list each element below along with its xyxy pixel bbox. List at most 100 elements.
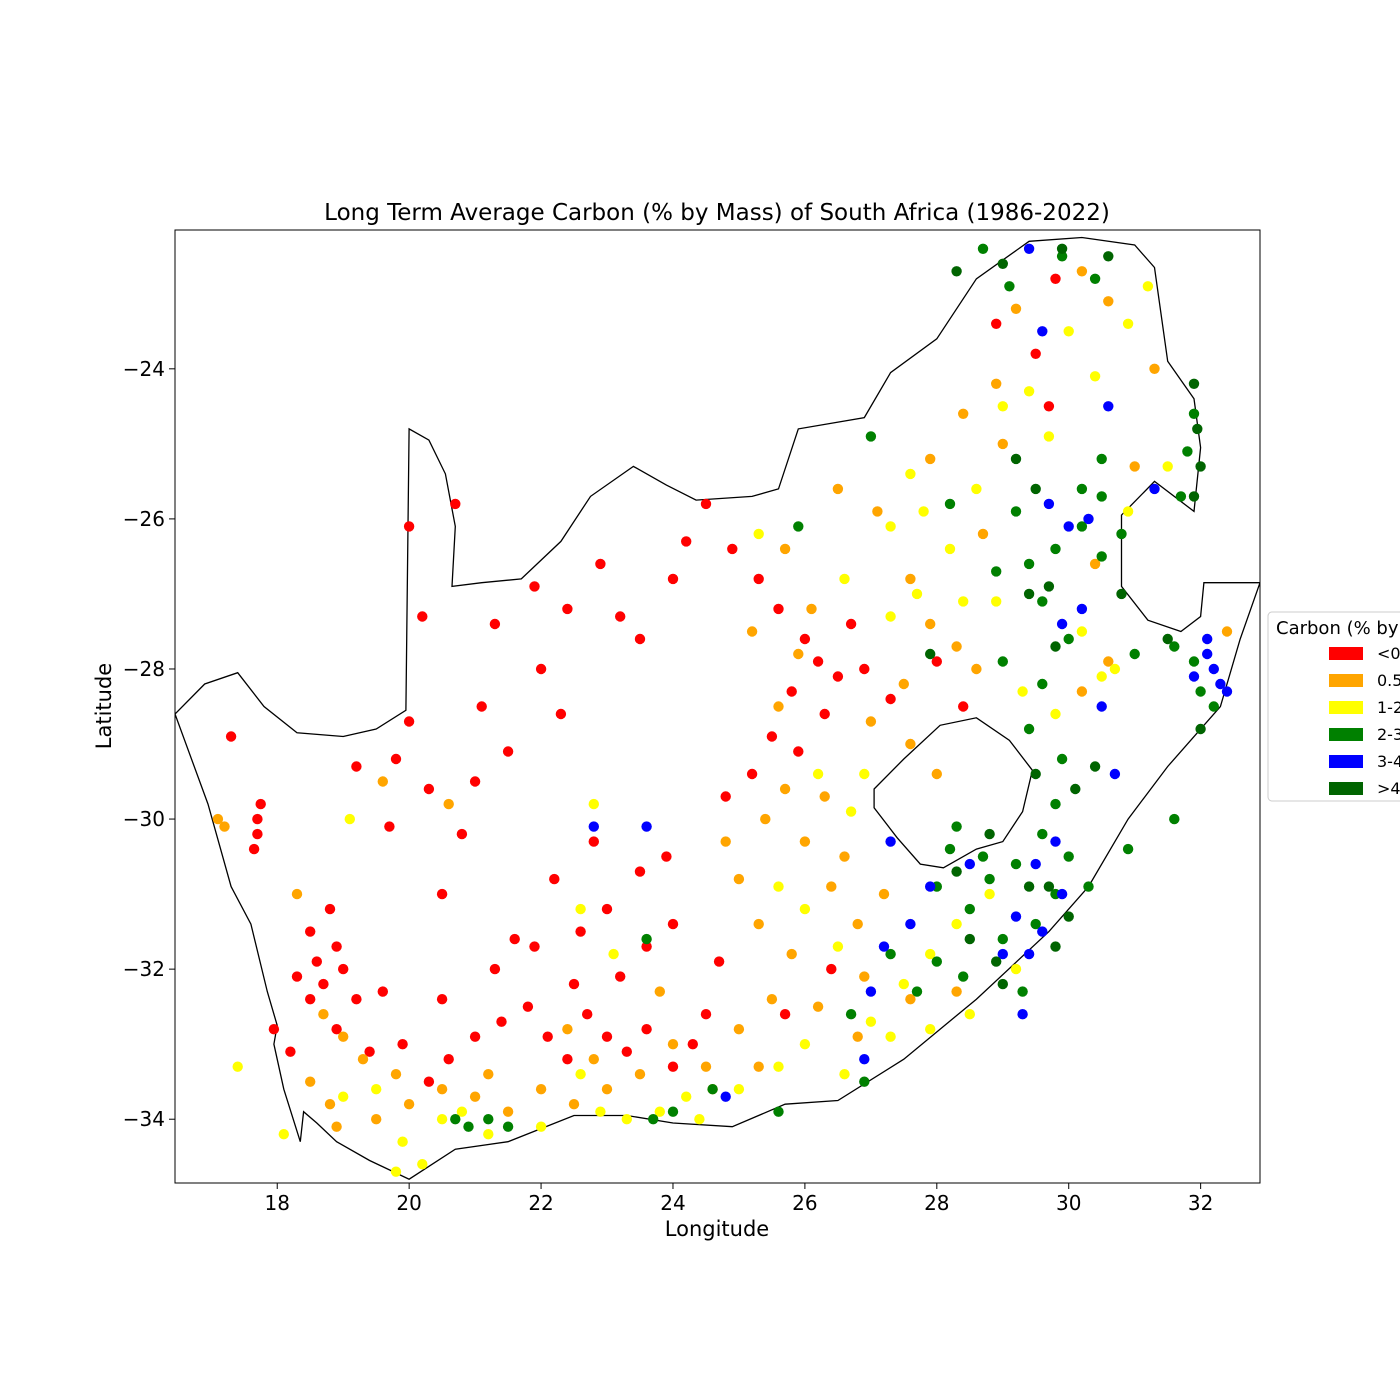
data-point [450,1114,461,1125]
data-point [608,948,619,960]
data-point [1122,843,1134,855]
data-point [305,1076,316,1087]
data-point [779,1009,791,1020]
y-tick-label: −30 [123,807,165,831]
data-point [436,994,448,1005]
data-point [1076,626,1088,637]
data-point [1188,378,1200,389]
x-axis-ticks: 18 20 22 24 26 28 30 32 [265,1183,1213,1215]
data-point [318,1009,329,1020]
data-point [852,918,863,930]
data-point [456,1106,468,1117]
data-point [1076,521,1088,532]
data-point [417,1159,428,1170]
data-point [535,663,547,675]
data-point [925,948,936,960]
data-point [1122,318,1134,329]
data-point [1056,888,1068,900]
legend-label: <0 [1377,644,1400,663]
x-tick-label: 18 [265,1191,290,1215]
data-point [1017,686,1028,697]
axes-frame [174,229,1261,1184]
data-point [766,731,778,742]
data-point [476,701,487,712]
x-tick-label: 28 [924,1191,949,1215]
data-point [753,918,764,930]
data-point [568,1099,580,1110]
data-point [859,1076,870,1087]
data-point [951,266,962,277]
data-point [713,956,725,967]
data-point [1043,431,1055,442]
data-point [958,701,969,712]
data-point [562,1023,573,1035]
data-point [997,978,1008,990]
data-point [575,1069,586,1080]
data-point [549,873,560,885]
data-point [654,986,665,997]
data-point [1010,911,1022,922]
data-point [700,498,712,510]
data-point [925,648,936,660]
data-point [977,851,989,862]
data-point [812,768,824,780]
data-point [839,1069,850,1080]
data-point [1103,401,1114,412]
data-point [1149,363,1160,374]
data-point [595,558,606,570]
data-point [1037,596,1048,607]
data-point [720,1091,731,1102]
legend-swatch [1329,674,1363,687]
legend-swatch [1329,782,1363,795]
data-point [1103,656,1114,667]
data-point [496,1016,507,1027]
y-tick-label: −24 [123,357,165,381]
y-tick-label: −32 [123,957,165,981]
data-point [925,1023,936,1035]
data-point [634,1069,646,1080]
data-point [1043,498,1055,510]
data-point [397,1136,408,1147]
data-point [1188,671,1200,682]
data-point [793,746,804,757]
x-tick-label: 24 [660,1191,685,1215]
data-point [733,873,745,885]
data-point [601,1084,613,1095]
data-point [1182,446,1193,457]
data-point [997,933,1008,945]
data-point [443,1054,454,1065]
data-point [845,618,857,630]
data-point [1195,686,1206,697]
data-point [588,1054,599,1065]
data-point [1169,641,1180,652]
data-point [1096,453,1107,465]
data-point [1076,603,1088,615]
data-point [865,986,877,997]
data-point [964,903,975,915]
data-point [601,1031,613,1042]
data-point [1195,461,1206,472]
data-point [417,611,428,622]
data-point [977,528,989,540]
data-point [1043,581,1055,592]
data-point [885,611,896,622]
data-point [1056,753,1068,765]
data-point [248,843,260,855]
chart-title: Long Term Average Carbon (% by Mass) of … [324,200,1110,226]
data-point [1083,881,1094,892]
data-point [878,941,890,952]
data-point [351,761,362,772]
data-point [746,768,758,780]
data-point [905,918,916,930]
data-point [1076,686,1088,697]
data-point [951,641,962,652]
data-point [1023,948,1035,960]
data-point [1030,768,1041,780]
data-point [839,573,850,585]
data-point [793,521,804,532]
data-point [773,701,784,712]
data-point [1017,1009,1028,1020]
data-point [390,1069,402,1080]
data-point [311,956,322,967]
y-tick-label: −34 [123,1107,165,1131]
